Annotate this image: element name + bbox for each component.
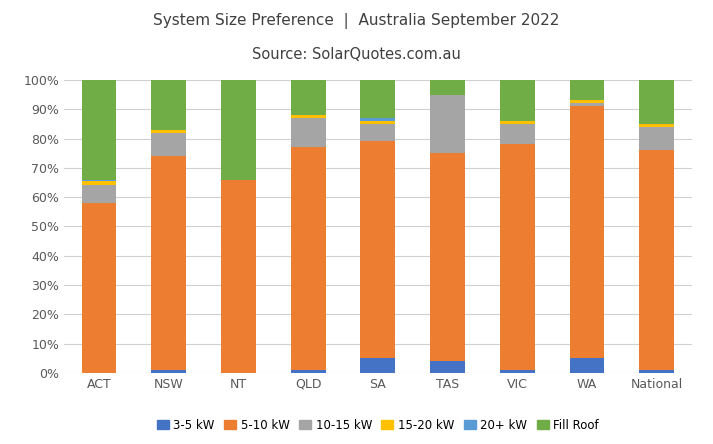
Bar (151, 130, 186, 133)
Bar (500, 80, 535, 121)
Bar (361, 142, 395, 358)
Bar (81, 179, 116, 181)
Bar (640, 127, 674, 150)
Bar (430, 361, 465, 373)
Legend: 3-5 kW, 5-10 kW, 10-15 kW, 15-20 kW, 20+ kW, Fill Roof: 3-5 kW, 5-10 kW, 10-15 kW, 15-20 kW, 20+… (152, 414, 604, 436)
Bar (151, 133, 186, 156)
Bar (500, 124, 535, 144)
Bar (361, 124, 395, 142)
Bar (81, 80, 116, 179)
Bar (151, 370, 186, 373)
Bar (81, 203, 116, 373)
Bar (640, 370, 674, 373)
Bar (361, 80, 395, 118)
Bar (291, 118, 326, 147)
Bar (151, 80, 186, 130)
Bar (430, 153, 465, 361)
Bar (570, 358, 605, 373)
Bar (500, 121, 535, 124)
Bar (291, 80, 326, 115)
Bar (81, 186, 116, 203)
Bar (291, 370, 326, 373)
Bar (361, 358, 395, 373)
Bar (81, 181, 116, 186)
Text: Source: SolarQuotes.com.au: Source: SolarQuotes.com.au (252, 47, 461, 62)
Text: System Size Preference  |  Australia September 2022: System Size Preference | Australia Septe… (153, 13, 560, 29)
Bar (430, 80, 465, 95)
Bar (500, 370, 535, 373)
Bar (500, 144, 535, 370)
Bar (570, 103, 605, 106)
Bar (361, 118, 395, 121)
Bar (221, 80, 256, 179)
Bar (640, 80, 674, 124)
Bar (291, 147, 326, 370)
Bar (221, 179, 256, 373)
Bar (640, 124, 674, 127)
Bar (640, 150, 674, 370)
Bar (570, 100, 605, 103)
Bar (570, 106, 605, 358)
Bar (570, 80, 605, 100)
Bar (361, 121, 395, 124)
Bar (291, 115, 326, 118)
Bar (151, 156, 186, 370)
Bar (430, 95, 465, 153)
